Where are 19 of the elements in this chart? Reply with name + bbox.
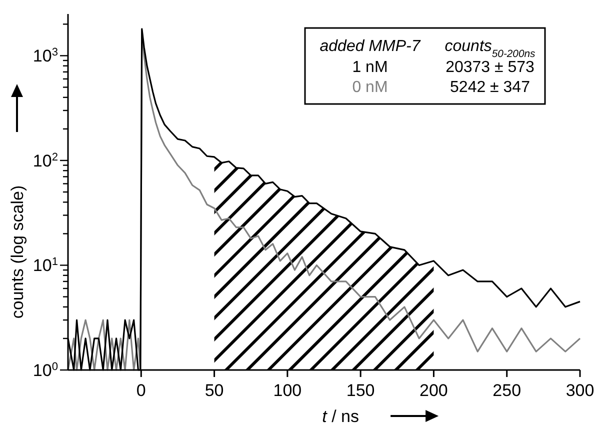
x-tick-label: 100 bbox=[273, 381, 302, 400]
annotation: 5242 ± 347 bbox=[450, 79, 530, 96]
text: 1 nM bbox=[352, 59, 388, 76]
x-tick-label: 0 bbox=[136, 381, 146, 400]
text: 0 nM bbox=[352, 79, 388, 96]
x-tick-label: 50 bbox=[204, 381, 224, 400]
annotation: counts$_{50-200ns}$ bbox=[444, 38, 536, 60]
y-axis-title: counts (log scale) bbox=[8, 185, 27, 319]
y-tick-label: 10$^{0}$ bbox=[32, 361, 58, 380]
x-tick-label: 150 bbox=[346, 381, 375, 400]
y-tick-label: 10$^{2}$ bbox=[32, 151, 58, 170]
y-tick-label: 10$^{1}$ bbox=[32, 256, 58, 276]
legend-title: added MMP-7 bbox=[320, 38, 422, 55]
x-tick-label: 300 bbox=[566, 381, 594, 400]
x-tick-label: 200 bbox=[420, 381, 448, 400]
x-tick-label: 250 bbox=[492, 381, 522, 400]
y-tick-label: 10$^{3}$ bbox=[32, 46, 58, 66]
x-axis-title: t / ns bbox=[322, 407, 360, 426]
annotation: 20373 ± 573 bbox=[446, 59, 535, 76]
